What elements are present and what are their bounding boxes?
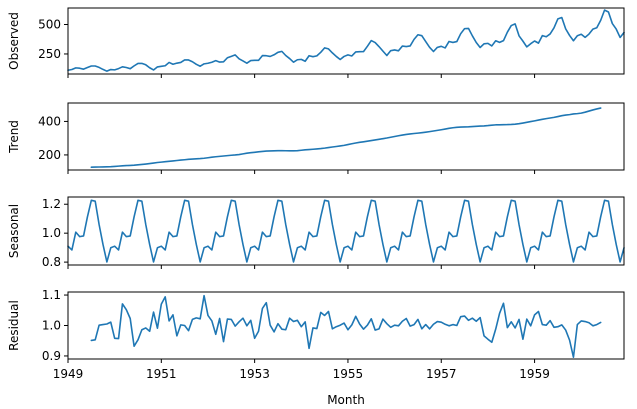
panel-seasonal: 0.8 1.0 1.2 Seasonal xyxy=(7,196,625,269)
y-tick-label: 200 xyxy=(38,148,61,162)
panel-observed: 250 500 Observed xyxy=(7,7,625,78)
series-line-trend xyxy=(90,107,602,168)
panel-residual: 0.9 1.0 1.1 Residual xyxy=(7,288,625,363)
y-tick-label: 1.0 xyxy=(42,319,61,333)
panel-frame xyxy=(67,102,625,171)
panel-frame xyxy=(67,7,625,75)
y-axis-label: Observed xyxy=(7,12,21,70)
y-tick-label: 0.8 xyxy=(42,255,61,269)
x-tick-label: 1949 xyxy=(53,367,84,381)
panel-trend: 200 400 Trend xyxy=(7,102,625,174)
x-tick-label: 1955 xyxy=(333,367,364,381)
y-tick-label: 1.0 xyxy=(42,226,61,240)
panel-frame xyxy=(67,196,625,266)
series-line-seasonal xyxy=(67,199,625,263)
y-tick-label: 500 xyxy=(38,18,61,32)
y-axis-label: Trend xyxy=(7,120,21,154)
y-tick-label: 1.1 xyxy=(42,288,61,302)
y-axis-label: Residual xyxy=(7,300,21,351)
x-axis-label: Month xyxy=(327,393,365,407)
chart-panels: 250 500 Observed 200 400 Trend 0.8 1.0 1.2 Season… xyxy=(7,7,625,363)
y-axis-label: Seasonal xyxy=(7,204,21,258)
x-axis: 1949 1951 1953 1955 1957 1959 xyxy=(53,367,550,381)
x-tick-label: 1953 xyxy=(239,367,270,381)
x-tick-label: 1951 xyxy=(146,367,177,381)
y-tick-label: 400 xyxy=(38,114,61,128)
x-tick-label: 1959 xyxy=(519,367,550,381)
y-tick-label: 250 xyxy=(38,47,61,61)
series-line-observed xyxy=(67,9,625,72)
y-tick-label: 1.2 xyxy=(42,197,61,211)
y-tick-label: 0.9 xyxy=(42,349,61,363)
series-line-residual xyxy=(90,294,602,358)
x-tick-label: 1957 xyxy=(426,367,457,381)
